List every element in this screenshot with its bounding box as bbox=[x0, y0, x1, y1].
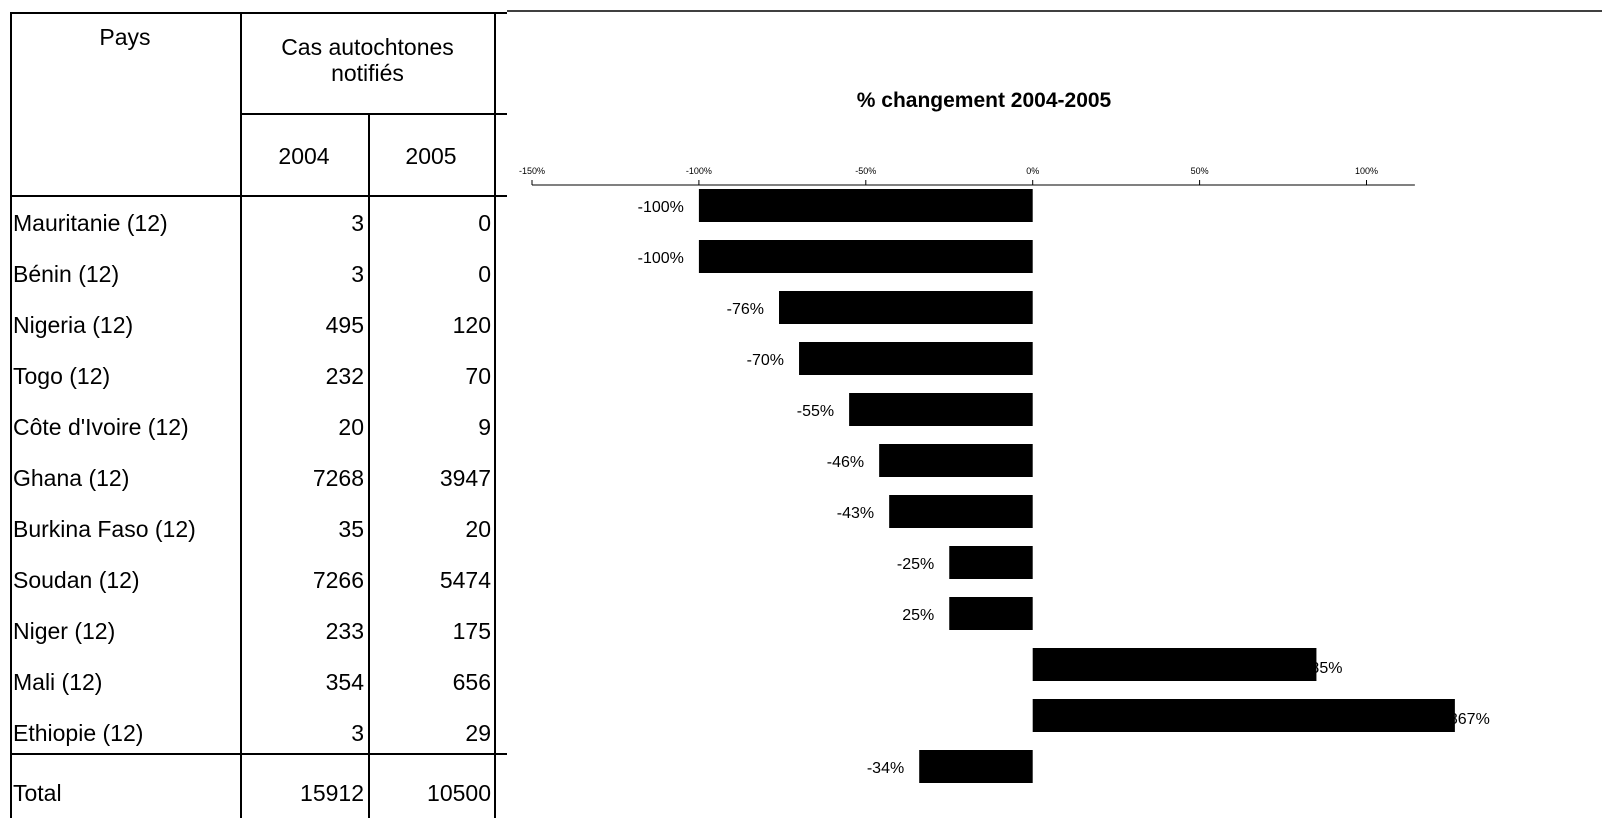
bar bbox=[799, 342, 1033, 375]
country-name: Togo (12) bbox=[13, 363, 111, 389]
total-2005: 10500 bbox=[427, 780, 491, 806]
bar-value-label: -43% bbox=[837, 505, 874, 522]
cases-2005: 0 bbox=[478, 210, 491, 236]
bar-value-label: -70% bbox=[747, 352, 784, 369]
x-tick-label: 50% bbox=[1191, 166, 1209, 176]
bars bbox=[698, 189, 1455, 783]
bar bbox=[949, 546, 1033, 579]
table-header-divider bbox=[240, 113, 507, 115]
header-country: Pays bbox=[99, 24, 151, 50]
bar bbox=[949, 597, 1033, 630]
bar-value-label: -34% bbox=[867, 760, 904, 777]
bar bbox=[698, 189, 1033, 222]
bar-value-label: -100% bbox=[638, 199, 684, 216]
cases-2004: 3 bbox=[351, 720, 364, 746]
cases-2004: 20 bbox=[338, 414, 364, 440]
change-chart: % changement 2004-2005 -150% -100% -50% 0% 5… bbox=[507, 0, 1602, 818]
x-tick-label: -100% bbox=[686, 166, 712, 176]
cases-2005: 656 bbox=[452, 669, 491, 695]
table-border-right bbox=[494, 12, 496, 818]
header-year-2004: 2004 bbox=[278, 143, 330, 169]
country-name: Mauritanie (12) bbox=[13, 210, 168, 236]
cases-2004: 3 bbox=[351, 210, 364, 236]
total-label: Total bbox=[13, 780, 62, 806]
cases-2005: 5474 bbox=[439, 567, 491, 593]
x-tick-label: 0% bbox=[1026, 166, 1039, 176]
cases-2004: 35 bbox=[338, 516, 364, 542]
bar-value-label: -100% bbox=[638, 250, 684, 267]
cases-2005: 29 bbox=[465, 720, 491, 746]
bar bbox=[1032, 648, 1317, 681]
country-name: Soudan (12) bbox=[13, 567, 140, 593]
bar-value-label: 867% bbox=[1449, 711, 1490, 728]
bar bbox=[779, 291, 1033, 324]
table-col-divider-2 bbox=[368, 113, 370, 818]
bar bbox=[698, 240, 1033, 273]
total-2004: 15912 bbox=[300, 780, 364, 806]
country-name: Bénin (12) bbox=[13, 261, 120, 287]
data-labels: -100% -100% -76% -70% -55% -46% -43% -25% 25% 85%… bbox=[638, 199, 1490, 777]
x-tick-label: -150% bbox=[519, 166, 545, 176]
cases-2005: 9 bbox=[478, 414, 491, 440]
bar bbox=[919, 750, 1033, 783]
cases-2005: 3947 bbox=[439, 465, 491, 491]
bar-value-label: 85% bbox=[1310, 660, 1342, 677]
bar bbox=[849, 393, 1033, 426]
bar-value-label: -46% bbox=[827, 454, 864, 471]
cases-2004: 354 bbox=[325, 669, 364, 695]
bar bbox=[879, 444, 1033, 477]
cases-2005: 0 bbox=[478, 261, 491, 287]
country-name: Ethiopie (12) bbox=[13, 720, 144, 746]
header-cases: Cas autochtones notifiés bbox=[281, 34, 454, 86]
table-border-top bbox=[10, 12, 507, 14]
x-tick-label: -50% bbox=[855, 166, 876, 176]
country-name: Côte d'Ivoire (12) bbox=[13, 414, 189, 440]
cases-2004: 495 bbox=[325, 312, 364, 338]
cases-2004: 7268 bbox=[312, 465, 364, 491]
country-name: Niger (12) bbox=[13, 618, 116, 644]
cases-2005: 20 bbox=[465, 516, 491, 542]
table-header-bottom bbox=[10, 195, 507, 197]
table-border-left bbox=[10, 12, 12, 818]
cases-2004: 3 bbox=[351, 261, 364, 287]
bar-value-label: -25% bbox=[897, 556, 934, 573]
bar-value-label: -55% bbox=[797, 403, 834, 420]
cases-2005: 120 bbox=[452, 312, 491, 338]
chart-title: % changement 2004-2005 bbox=[857, 89, 1112, 112]
bar bbox=[889, 495, 1033, 528]
cases-2004: 232 bbox=[325, 363, 364, 389]
country-name: Mali (12) bbox=[13, 669, 103, 695]
bar bbox=[1032, 699, 1455, 732]
country-name: Ghana (12) bbox=[13, 465, 130, 491]
x-axis-ticks: -150% -100% -50% 0% 50% 100% bbox=[519, 166, 1378, 185]
country-name: Burkina Faso (12) bbox=[13, 516, 196, 542]
cases-2004: 233 bbox=[325, 618, 364, 644]
cases-2005: 70 bbox=[465, 363, 491, 389]
header-year-2005: 2005 bbox=[405, 143, 457, 169]
cases-2005: 175 bbox=[452, 618, 491, 644]
bar-value-label: -76% bbox=[727, 301, 764, 318]
chart-svg: % changement 2004-2005 -150% -100% -50% 0% 5… bbox=[507, 10, 1602, 783]
table-col-divider-1 bbox=[240, 12, 242, 818]
country-name: Nigeria (12) bbox=[13, 312, 134, 338]
x-tick-label: 100% bbox=[1355, 166, 1378, 176]
table-total-divider bbox=[10, 753, 507, 755]
cases-table: Pays Cas autochtones notifiés 2004 2005 … bbox=[10, 12, 507, 818]
cases-2004: 7266 bbox=[312, 567, 364, 593]
bar-value-label: 25% bbox=[902, 607, 934, 624]
